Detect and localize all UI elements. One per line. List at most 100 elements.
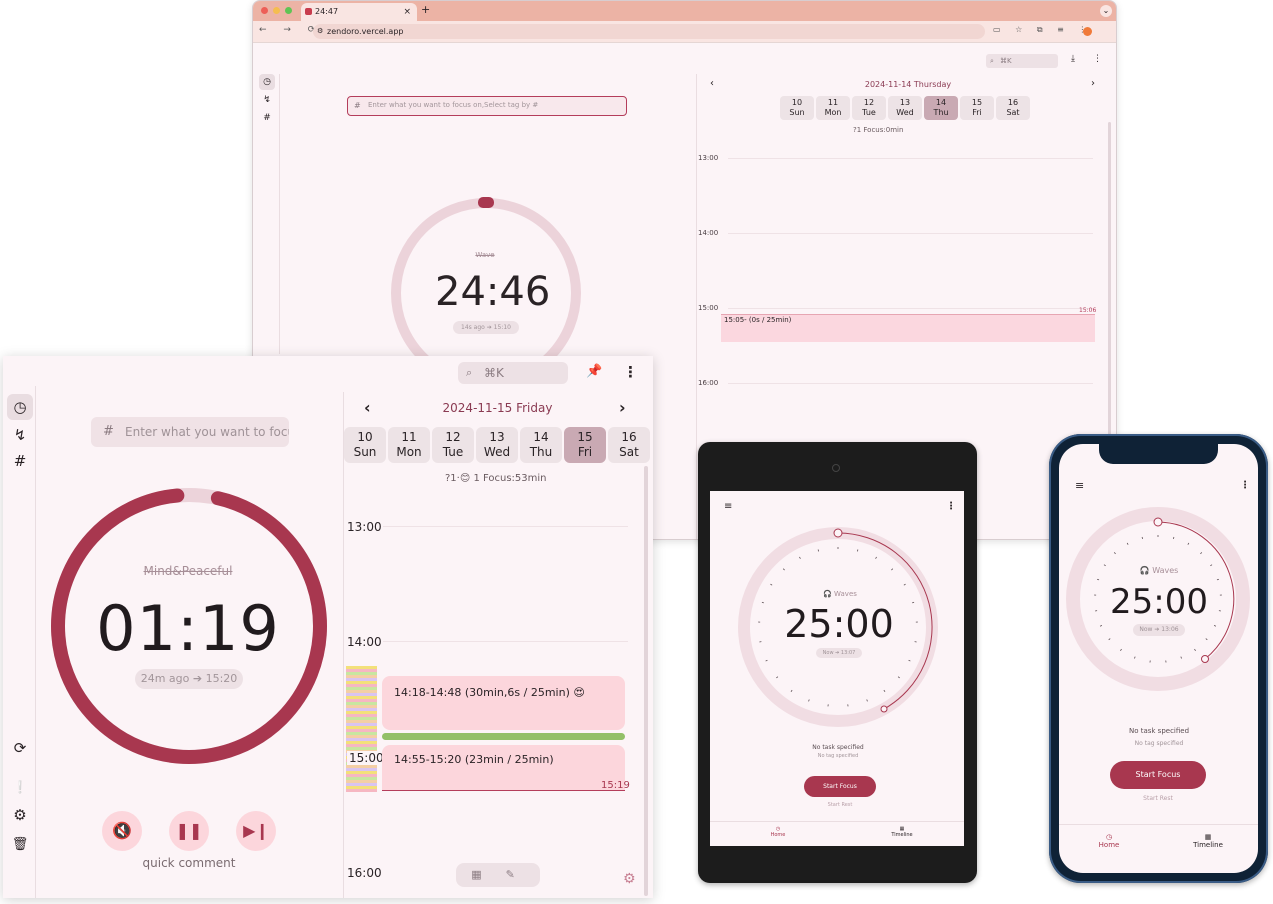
prev-day-icon[interactable]: ‹ (710, 78, 714, 89)
date-title: 2024-11-14 Thursday (864, 80, 952, 89)
browser-tab[interactable]: 24:47 × (301, 3, 417, 21)
day-number: 15 (971, 98, 983, 107)
day-chip[interactable]: 13 Wed (476, 427, 518, 463)
pin-icon[interactable]: 📌 (586, 364, 603, 379)
calendar-icon[interactable]: ▦ (471, 868, 506, 881)
download-icon[interactable]: ⤓ (1071, 54, 1075, 64)
edit-icon[interactable]: ✎ (505, 868, 539, 881)
close-window-button[interactable] (261, 7, 268, 14)
extension-icon[interactable] (1083, 27, 1092, 36)
stats-icon[interactable]: ↯ (13, 426, 27, 444)
day-chip[interactable]: 15 Fri (564, 427, 606, 463)
tag-label[interactable]: No tag specified (817, 753, 859, 759)
view-toggle[interactable]: ▦✎ (456, 863, 540, 887)
day-chip[interactable]: 11 Mon (388, 427, 430, 463)
day-chip[interactable]: 10 Sun (344, 427, 386, 463)
browser-toolbar-icons[interactable]: ▭ ☆ ⧉ ≡ ⋮ (993, 25, 1093, 34)
new-tab-button[interactable]: + (421, 3, 431, 16)
sound-label[interactable]: Mind&Peaceful (143, 564, 233, 578)
sound-label[interactable]: Wave (475, 251, 495, 259)
url-input[interactable]: ⚙ zendoro.vercel.app (313, 24, 985, 39)
day-name: Tue (862, 108, 876, 117)
tick-mark (782, 568, 785, 571)
nav-timeline[interactable]: ▦ Timeline (872, 826, 932, 838)
day-chip[interactable]: 10 Sun (780, 96, 814, 120)
nav-buttons[interactable]: ← → ⟳ (259, 25, 323, 35)
day-number: 16 (621, 430, 637, 444)
maximize-window-button[interactable] (285, 7, 292, 14)
timer-ring-progress[interactable] (51, 488, 327, 764)
day-chip[interactable]: 12 Tue (852, 96, 886, 120)
next-day-icon[interactable]: › (1091, 78, 1095, 89)
alarm-handle-icon[interactable] (880, 705, 888, 713)
quick-comment-link[interactable]: quick comment (142, 856, 236, 870)
tag-label[interactable]: No tag specified (1134, 740, 1184, 747)
task-input[interactable]: # Enter what you want to focus on,Select… (347, 96, 627, 116)
tick-mark (1205, 638, 1208, 641)
search-button[interactable]: ⌕ ⌘K (458, 362, 568, 384)
settings-sparkle-icon[interactable]: ⚙ (623, 871, 636, 887)
bottom-nav: ◷ Home ▦ Timeline (1059, 824, 1258, 873)
day-chip[interactable]: 15 Fri (960, 96, 994, 120)
nav-home[interactable]: ◷ Home (1079, 833, 1139, 849)
sound-label[interactable]: 🎧 Waves (1139, 566, 1179, 575)
more-icon[interactable]: ⋮ (1240, 480, 1250, 491)
clock-icon[interactable]: ◷ (7, 394, 33, 420)
prev-day-icon[interactable]: ‹ (364, 398, 371, 417)
day-chip[interactable]: 14 Thu (520, 427, 562, 463)
day-chip[interactable]: 14 Thu (924, 96, 958, 120)
rest-bar[interactable] (382, 733, 625, 740)
day-chip[interactable]: 16 Sat (996, 96, 1030, 120)
timeline-event[interactable]: 15:05- (0s / 25min) (721, 314, 1095, 342)
gear-icon[interactable]: ⚙ (13, 806, 27, 824)
day-number: 16 (1007, 98, 1019, 107)
sound-label[interactable]: 🎧 Waves (823, 590, 857, 598)
stats-icon[interactable]: ↯ (263, 95, 271, 105)
panel-divider (343, 392, 344, 898)
task-label[interactable]: No task specified (812, 744, 864, 751)
tag-icon[interactable]: # (13, 452, 27, 470)
minimize-window-button[interactable] (273, 7, 280, 14)
tab-close-icon[interactable]: × (403, 7, 411, 17)
next-day-icon[interactable]: › (619, 398, 626, 417)
task-label[interactable]: No task specified (1128, 727, 1190, 735)
play-handle-icon[interactable] (1153, 517, 1163, 527)
chevron-down-icon[interactable]: ⌄ (1100, 5, 1112, 17)
start-rest-link[interactable]: Start Rest (827, 802, 853, 808)
nav-timeline[interactable]: ▦ Timeline (1178, 833, 1238, 849)
day-chip[interactable]: 11 Mon (816, 96, 850, 120)
menu-icon[interactable]: ≡ (1075, 479, 1085, 492)
more-icon[interactable]: ⋮ (1093, 54, 1102, 64)
play-handle-icon[interactable] (833, 528, 843, 538)
pause-icon: ❚❚ (175, 821, 203, 840)
alarm-handle-icon[interactable] (1201, 655, 1209, 663)
start-focus-button[interactable]: Start Focus (804, 776, 876, 797)
timeline-scrollbar[interactable] (644, 466, 648, 896)
nav-home[interactable]: ◷ Home (748, 826, 808, 838)
timeline-event[interactable]: 14:55-15:20 (23min / 25min) (382, 745, 625, 791)
timeline-scrollbar[interactable] (1108, 122, 1111, 539)
mute-button[interactable]: 🔇 (102, 811, 142, 851)
skip-button[interactable]: ▶❙ (236, 811, 276, 851)
menu-icon[interactable]: ≡ (724, 501, 733, 512)
clock-icon[interactable]: ◷ (259, 74, 275, 90)
trash-icon[interactable]: 🗑 (11, 837, 29, 852)
feedback-icon[interactable]: ❕ (12, 780, 28, 794)
day-chip[interactable]: 12 Tue (432, 427, 474, 463)
start-focus-button[interactable]: Start Focus (1110, 761, 1206, 789)
sound-name: Waves (834, 590, 857, 598)
more-icon[interactable]: ⋮ (623, 363, 638, 381)
site-info-icon[interactable]: ⚙ (317, 27, 324, 35)
day-chip[interactable]: 16 Sat (608, 427, 650, 463)
search-button[interactable]: ⌕ ⌘K (986, 54, 1058, 68)
task-input[interactable]: # Enter what you want to focus on,Select… (91, 417, 289, 447)
timer-ring-handle[interactable] (478, 197, 494, 208)
day-chip[interactable]: 13 Wed (888, 96, 922, 120)
more-icon[interactable]: ⋮ (946, 501, 956, 512)
day-name: Mon (824, 108, 842, 117)
sync-icon[interactable]: ⟳ (13, 739, 27, 757)
pause-button[interactable]: ❚❚ (169, 811, 209, 851)
timeline-event[interactable]: 14:18-14:48 (30min,6s / 25min) 😍 (382, 676, 625, 730)
tag-icon[interactable]: # (263, 113, 271, 123)
start-rest-link[interactable]: Start Rest (1143, 795, 1173, 802)
